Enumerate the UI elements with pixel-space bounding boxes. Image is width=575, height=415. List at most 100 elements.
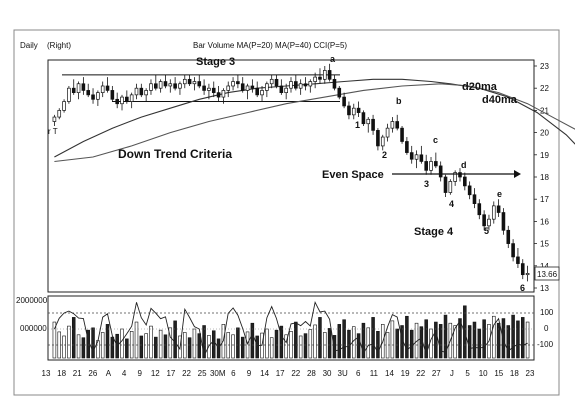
volume-bar bbox=[211, 330, 216, 359]
x-tick-label: 6 bbox=[356, 369, 361, 378]
candle-body bbox=[129, 94, 134, 102]
x-tick-label: 26 bbox=[88, 369, 97, 378]
stage4-label: Stage 4 bbox=[414, 226, 454, 238]
candle-body bbox=[501, 212, 506, 231]
candle-body bbox=[491, 205, 496, 220]
volume-bar bbox=[434, 321, 438, 359]
candle-body bbox=[110, 90, 115, 100]
candle-body bbox=[424, 161, 428, 171]
volume-bar bbox=[236, 327, 240, 359]
candle-body bbox=[284, 87, 288, 93]
candle-body bbox=[371, 118, 375, 131]
volume-bar bbox=[52, 321, 57, 359]
x-tick-label: 27 bbox=[432, 369, 441, 378]
price-tick-label: 16 bbox=[540, 217, 549, 226]
price-tick-label: 21 bbox=[540, 106, 549, 115]
volume-bar bbox=[361, 322, 366, 359]
candle-body bbox=[81, 83, 86, 91]
ma40-label: d40ma bbox=[482, 94, 518, 106]
volume-bar bbox=[298, 335, 303, 359]
volume-bar bbox=[105, 324, 110, 359]
x-tick-label: 21 bbox=[73, 369, 82, 378]
candle-body bbox=[496, 205, 501, 213]
volume-bar bbox=[506, 325, 511, 359]
candle-body bbox=[332, 78, 337, 89]
candle-body bbox=[245, 85, 250, 91]
candle-body bbox=[395, 121, 400, 129]
x-tick-label: 22 bbox=[291, 369, 300, 378]
candle-body bbox=[419, 154, 424, 162]
candle-body bbox=[120, 96, 124, 105]
x-tick-label: 13 bbox=[42, 369, 51, 378]
candle-body bbox=[274, 78, 279, 87]
candle-body bbox=[269, 78, 274, 85]
candle-body bbox=[192, 81, 197, 85]
x-tick-label: 19 bbox=[401, 369, 410, 378]
volume-bar bbox=[332, 335, 337, 359]
candle-body bbox=[366, 118, 371, 125]
outer-frame bbox=[13, 29, 560, 396]
candle-body bbox=[298, 83, 303, 89]
candle-body bbox=[458, 172, 462, 178]
volume-bar bbox=[521, 317, 525, 359]
candle-body bbox=[216, 92, 221, 98]
candle-body bbox=[472, 194, 477, 204]
volume-bar bbox=[371, 317, 375, 359]
candle-body bbox=[255, 87, 260, 96]
candle-body bbox=[511, 243, 515, 258]
candle-body bbox=[197, 81, 202, 87]
x-tick-label: 30M bbox=[210, 369, 226, 378]
studies-label: Bar Volume MA(P=20) MA(P=40) CCI(P=5) bbox=[193, 41, 347, 50]
volume-bar bbox=[265, 328, 269, 359]
x-tick-label: 15 bbox=[494, 369, 503, 378]
candle-body bbox=[400, 127, 404, 142]
volume-bar bbox=[67, 325, 71, 359]
moving-averages bbox=[54, 78, 575, 163]
candle-body bbox=[207, 87, 211, 91]
candle-body bbox=[347, 105, 351, 116]
candle-body bbox=[448, 181, 453, 193]
candle-body bbox=[434, 161, 438, 167]
volume-bar bbox=[438, 324, 443, 359]
volume-bar bbox=[443, 314, 448, 359]
volume-bar bbox=[405, 315, 409, 359]
x-tick-label: 14 bbox=[385, 369, 394, 378]
volume-bar bbox=[477, 328, 482, 359]
even-space-arrowhead bbox=[514, 170, 521, 178]
candle-body bbox=[409, 152, 414, 160]
candle-body bbox=[322, 70, 327, 80]
volume-bar bbox=[120, 328, 124, 359]
candle-body bbox=[327, 70, 332, 80]
swing-3: 3 bbox=[424, 179, 429, 189]
price-panel bbox=[47, 59, 535, 293]
volume-bar bbox=[173, 320, 177, 359]
candle-body bbox=[71, 87, 76, 93]
candle-body bbox=[482, 214, 486, 227]
volume-bar bbox=[337, 324, 342, 359]
volume-bar bbox=[255, 335, 259, 359]
volume-bar bbox=[492, 315, 496, 359]
candle-body bbox=[506, 229, 511, 244]
volume-label-mid: 000000 bbox=[20, 324, 47, 333]
cci-label-minus100: -100 bbox=[537, 340, 554, 349]
candle-body bbox=[96, 92, 100, 100]
volume-bar bbox=[501, 318, 506, 359]
candle-body bbox=[405, 141, 409, 153]
swing-c: c bbox=[433, 135, 438, 145]
volume-bar bbox=[472, 321, 477, 359]
candle-body bbox=[443, 176, 448, 193]
candle-body bbox=[414, 154, 419, 160]
volume-bar bbox=[294, 321, 298, 359]
candle-body bbox=[236, 81, 240, 85]
price-tick-label: 23 bbox=[540, 62, 549, 71]
swing-b: b bbox=[396, 96, 402, 106]
candle-body bbox=[57, 110, 62, 118]
x-tick-label: 25 bbox=[198, 369, 207, 378]
volume-bar bbox=[279, 325, 284, 359]
candle-body bbox=[168, 83, 173, 87]
cci-label-100: 100 bbox=[540, 308, 554, 317]
volume-bar bbox=[327, 328, 332, 359]
volume-bar bbox=[269, 337, 274, 359]
candle-body bbox=[429, 161, 433, 171]
price-tick-label: 13 bbox=[540, 284, 549, 293]
